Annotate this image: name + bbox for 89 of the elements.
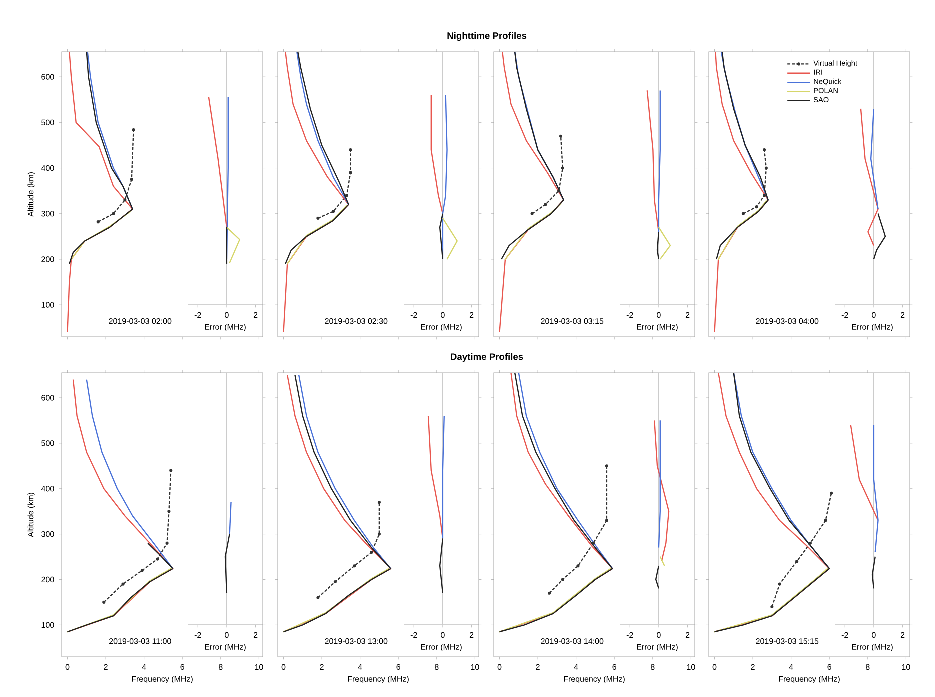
x-tick-label: 0 [712,664,717,670]
y-tick-label: 600 [42,74,54,80]
x-tick-label: 2 [470,312,474,318]
y-tick-label: 200 [42,576,54,583]
x-tick-label: -2 [410,632,418,638]
x-tick-label: 0 [441,312,445,318]
x-tick-label: 2 [686,632,690,638]
x-tick-label: 0 [282,664,286,670]
x-tick-label: 2 [751,664,755,670]
x-tick-label: 4 [574,664,578,670]
x-tick-label: 10 [255,664,264,670]
annotation: 2019-03-03 15:15 [756,638,819,644]
x-tick-label: 8 [435,664,439,670]
x-tick-label: 0 [657,312,661,318]
x-tick-label: -2 [842,312,848,318]
x-tick-label: 0 [657,632,661,638]
x-tick-label: 0 [498,664,502,670]
x-tick-label: -2 [194,632,202,638]
x-tick-label: 10 [471,664,480,670]
x-axis-title: Frequency (MHz) [779,676,840,684]
x-tick-label: 0 [872,632,876,638]
x-axis-title: Frequency (MHz) [132,676,193,684]
x-axis-title: Frequency (MHz) [564,676,625,684]
x-axis-title: Error (MHz) [205,324,246,332]
line-series [69,52,134,265]
x-tick-label: 0 [441,632,445,638]
x-tick-label: 10 [687,664,696,670]
x-tick-label: 0 [66,664,70,670]
x-tick-label: 0 [225,312,229,318]
y-tick-label: 600 [42,395,54,401]
line-series [67,568,172,633]
x-axis-title: Error (MHz) [637,324,678,332]
y-tick-label: 300 [42,531,54,538]
x-axis-title: Error (MHz) [852,324,893,332]
x-tick-label: 2 [900,312,905,318]
chart-title: Nighttime Profiles [448,32,527,42]
annotation: 2019-03-03 04:00 [756,318,819,324]
y-tick-label: 500 [42,120,54,126]
x-axis-title: Error (MHz) [637,644,678,652]
annotation: 2019-03-03 13:00 [325,638,388,644]
y-tick-label: 300 [42,211,54,217]
x-tick-label: -2 [194,312,202,318]
x-tick-label: 2 [900,632,905,638]
x-axis-title: Error (MHz) [852,644,893,652]
x-tick-label: 0 [225,632,229,638]
y-tick-label: 100 [42,622,54,628]
x-tick-label: 2 [536,664,540,670]
x-tick-label: 2 [104,664,108,670]
x-axis-title: Error (MHz) [421,324,462,332]
x-tick-label: 8 [651,664,655,670]
x-tick-label: 2 [254,632,258,638]
annotation: 2019-03-03 03:15 [541,318,604,324]
y-tick-label: 400 [41,486,54,492]
line-series [86,379,174,570]
annotation: 2019-03-03 02:30 [325,318,388,324]
x-axis-title: Error (MHz) [205,644,246,652]
x-tick-label: 4 [142,664,146,670]
x-tick-label: 6 [828,664,832,670]
x-tick-label: 8 [866,664,870,670]
x-axis-title: Frequency (MHz) [348,676,409,684]
x-tick-label: 2 [254,312,258,318]
annotation: 2019-03-03 14:00 [541,638,604,644]
chart-title: Daytime Profiles [451,353,524,362]
x-tick-label: 6 [396,664,400,670]
y-tick-label: 400 [41,165,54,172]
x-tick-label: -2 [626,312,634,318]
y-tick-label: 200 [42,256,54,262]
annotation: 2019-03-03 02:00 [109,318,172,324]
y-axis-title: Altitude (km) [28,493,36,538]
line-series [70,210,132,260]
x-tick-label: -2 [842,632,848,638]
annotation: 2019-03-03 11:00 [110,638,172,644]
x-tick-label: 8 [219,664,223,670]
x-tick-label: 10 [902,664,910,670]
x-tick-label: 4 [358,664,362,670]
x-tick-label: 4 [789,664,794,670]
x-tick-label: -2 [626,632,634,638]
x-tick-label: 2 [686,312,690,318]
x-tick-label: 2 [320,664,324,670]
x-tick-label: 0 [872,312,876,318]
x-tick-label: 6 [180,664,184,670]
y-axis-title: Altitude (km) [28,172,36,217]
y-tick-label: 100 [42,302,54,308]
y-tick-label: 500 [42,440,54,446]
x-tick-label: -2 [410,312,418,318]
x-tick-label: 6 [612,664,616,670]
x-tick-label: 2 [470,632,474,638]
x-axis-title: Error (MHz) [421,644,462,652]
line-series [67,542,174,633]
